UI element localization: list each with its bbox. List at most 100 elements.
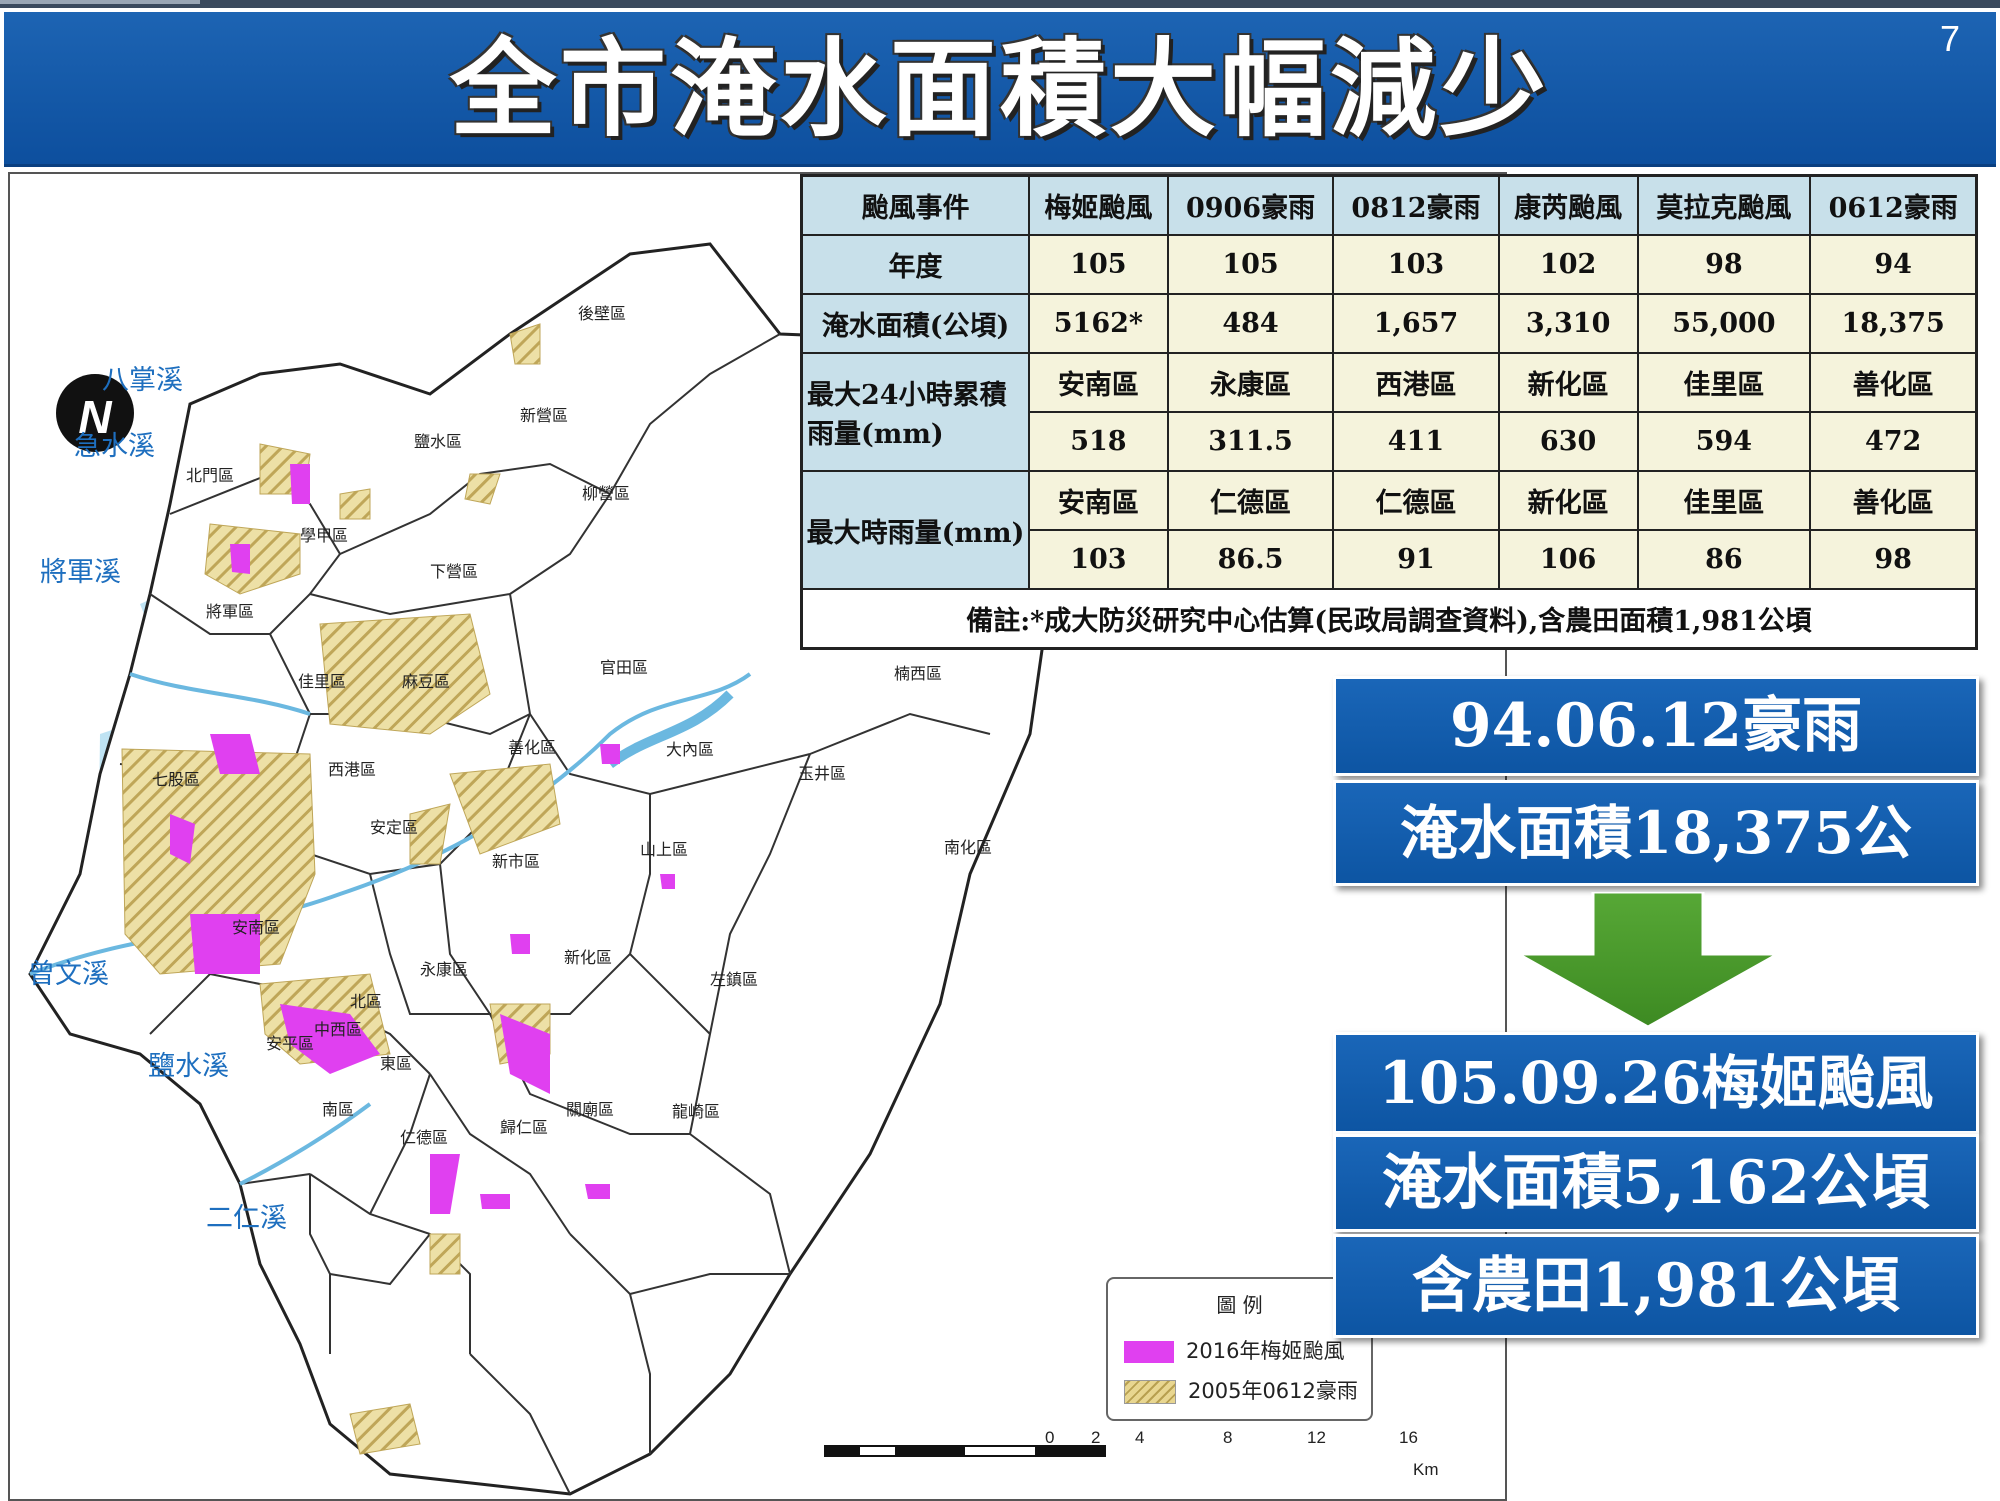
- legend-label-2005: 2005年0612豪雨: [1188, 1379, 1358, 1403]
- district-label: 中西區: [314, 1020, 363, 1039]
- scale-unit: Km: [1413, 1460, 1439, 1479]
- scale-tick: 0: [1045, 1428, 1055, 1447]
- table-row-area: 淹水面積(公頃) 5162* 484 1,657 3,310 55,000 18…: [800, 293, 1978, 354]
- table-row-rain24-value: 518 311.5 411 630 594 472: [802, 411, 1978, 472]
- arrow-down-icon: [1518, 892, 1778, 1027]
- table-cell: 18,375: [1809, 293, 1978, 354]
- table-cell: 594: [1636, 411, 1812, 472]
- table-event: 康芮颱風: [1497, 174, 1639, 236]
- flood-2016-areas: [170, 464, 675, 1214]
- district-label: 麻豆區: [402, 672, 451, 691]
- table-cell: 善化區: [1809, 470, 1978, 531]
- north-arrow-icon: N: [56, 374, 134, 452]
- district-label: 南區: [322, 1100, 355, 1119]
- district-label: 安南區: [232, 918, 281, 937]
- district-label: 南化區: [944, 838, 993, 857]
- scale-tick: 8: [1223, 1428, 1233, 1447]
- callout-before-date: 94.06.12豪雨: [1333, 676, 1979, 776]
- top-rule: [0, 0, 2000, 8]
- district-label: 下營區: [430, 562, 479, 581]
- table-note: 備註:*成大防災研究中心估算(民政局調查資料),含農田面積1,981公頃: [800, 588, 1978, 650]
- scale-tick: 4: [1135, 1428, 1145, 1447]
- row-label-year: 年度: [800, 234, 1030, 295]
- table-cell: 91: [1332, 529, 1500, 590]
- district-label: 七股區: [152, 770, 201, 789]
- district-label: 佳里區: [298, 672, 347, 691]
- flood-event-table: 颱風事件 梅姬颱風 0906豪雨 0812豪雨 康芮颱風 莫拉克颱風 0612豪…: [800, 174, 1978, 650]
- district-label: 玉井區: [798, 764, 847, 783]
- district-label: 新市區: [492, 852, 541, 871]
- table-cell: 1,657: [1332, 293, 1500, 354]
- district-label: 楠西區: [894, 664, 943, 683]
- table-cell: 105: [1028, 234, 1169, 295]
- table-row-note: 備註:*成大防災研究中心估算(民政局調查資料),含農田面積1,981公頃: [800, 588, 1978, 650]
- district-label: 永康區: [420, 960, 469, 979]
- district-label: 柳營區: [582, 484, 631, 503]
- table-cell: 94: [1809, 234, 1978, 295]
- table-cell: 安南區: [1028, 352, 1169, 413]
- river-label-yanshui: 鹽水溪: [148, 1051, 229, 1082]
- legend-item-2005: 2005年0612豪雨: [1124, 1375, 1358, 1404]
- scale-tick: 12: [1307, 1428, 1326, 1447]
- district-label: 西港區: [328, 760, 377, 779]
- table-cell: 仁德區: [1166, 470, 1335, 531]
- district-label: 安平區: [266, 1034, 315, 1053]
- table-event: 0612豪雨: [1809, 174, 1978, 236]
- page-title: 全市淹水面積大幅減少: [450, 26, 1550, 151]
- table-event: 0906豪雨: [1166, 174, 1335, 236]
- table-cell: 103: [1332, 234, 1500, 295]
- district-label: 大內區: [666, 740, 715, 759]
- district-label: 山上區: [640, 840, 689, 859]
- district-label: 東區: [380, 1054, 413, 1073]
- table-event: 0812豪雨: [1332, 174, 1500, 236]
- table-cell: 98: [1809, 529, 1978, 590]
- table-event: 梅姬颱風: [1028, 174, 1169, 236]
- table-cell: 86: [1636, 529, 1812, 590]
- row-label-hourly: 最大時雨量(mm): [800, 470, 1030, 590]
- table-row-hourly-district: 最大時雨量(mm) 安南區 仁德區 仁德區 新化區 佳里區 善化區: [800, 470, 1978, 590]
- table-cell: 仁德區: [1332, 470, 1500, 531]
- legend-title: 圖 例: [1216, 1293, 1263, 1317]
- table-event: 莫拉克颱風: [1636, 174, 1812, 236]
- table-cell: 103: [1028, 529, 1169, 590]
- table-cell: 484: [1166, 293, 1335, 354]
- table-cell: 472: [1809, 411, 1978, 472]
- table-cell: 102: [1497, 234, 1639, 295]
- legend-item-2016: 2016年梅姬颱風: [1124, 1335, 1345, 1363]
- scale-bar-graphic: [824, 1445, 1106, 1457]
- table-cell: 安南區: [1028, 470, 1169, 531]
- legend-label-2016: 2016年梅姬颱風: [1186, 1339, 1345, 1363]
- river-label-jiangjun: 將軍溪: [40, 557, 121, 588]
- table-cell: 630: [1497, 411, 1639, 472]
- table-cell: 西港區: [1332, 352, 1500, 413]
- table-row-rain24-district: 最大24小時累積雨量(mm) 安南區 永康區 西港區 新化區 佳里區 善化區: [800, 352, 1978, 472]
- river-label-erren: 二仁溪: [206, 1203, 287, 1234]
- district-label: 善化區: [508, 738, 557, 757]
- district-label: 新營區: [520, 406, 569, 425]
- district-label: 學甲區: [300, 526, 349, 545]
- district-label: 歸仁區: [500, 1118, 549, 1137]
- district-label: 北門區: [186, 466, 235, 485]
- river-label-bazhang: 八掌溪: [102, 365, 183, 396]
- table-row-year: 年度 105 105 103 102 98 94: [800, 234, 1978, 295]
- table-cell: 佳里區: [1636, 352, 1812, 413]
- table-header-row: 颱風事件 梅姬颱風 0906豪雨 0812豪雨 康芮颱風 莫拉克颱風 0612豪…: [800, 174, 1978, 236]
- top-rule-accent: [0, 0, 200, 4]
- district-label: 將軍區: [206, 602, 255, 621]
- table-cell: 5162*: [1028, 293, 1169, 354]
- title-banner: [4, 12, 1996, 167]
- table-cell: 98: [1636, 234, 1812, 295]
- district-label: 仁德區: [400, 1128, 449, 1147]
- legend-swatch-2016: [1124, 1341, 1174, 1363]
- row-label-area: 淹水面積(公頃): [800, 293, 1030, 354]
- table-header-label: 颱風事件: [800, 174, 1030, 236]
- callout-before-area: 淹水面積18,375公: [1333, 780, 1979, 886]
- district-label: 鹽水區: [414, 432, 463, 451]
- table-cell: 411: [1332, 411, 1500, 472]
- table-cell: 518: [1028, 411, 1169, 472]
- map-legend: 圖 例 2016年梅姬颱風 2005年0612豪雨: [1106, 1277, 1373, 1421]
- district-label: 龍崎區: [672, 1102, 721, 1121]
- table-cell: 新化區: [1497, 470, 1639, 531]
- river-label-zengwen: 曾文溪: [28, 959, 109, 990]
- district-label: 北區: [350, 992, 383, 1011]
